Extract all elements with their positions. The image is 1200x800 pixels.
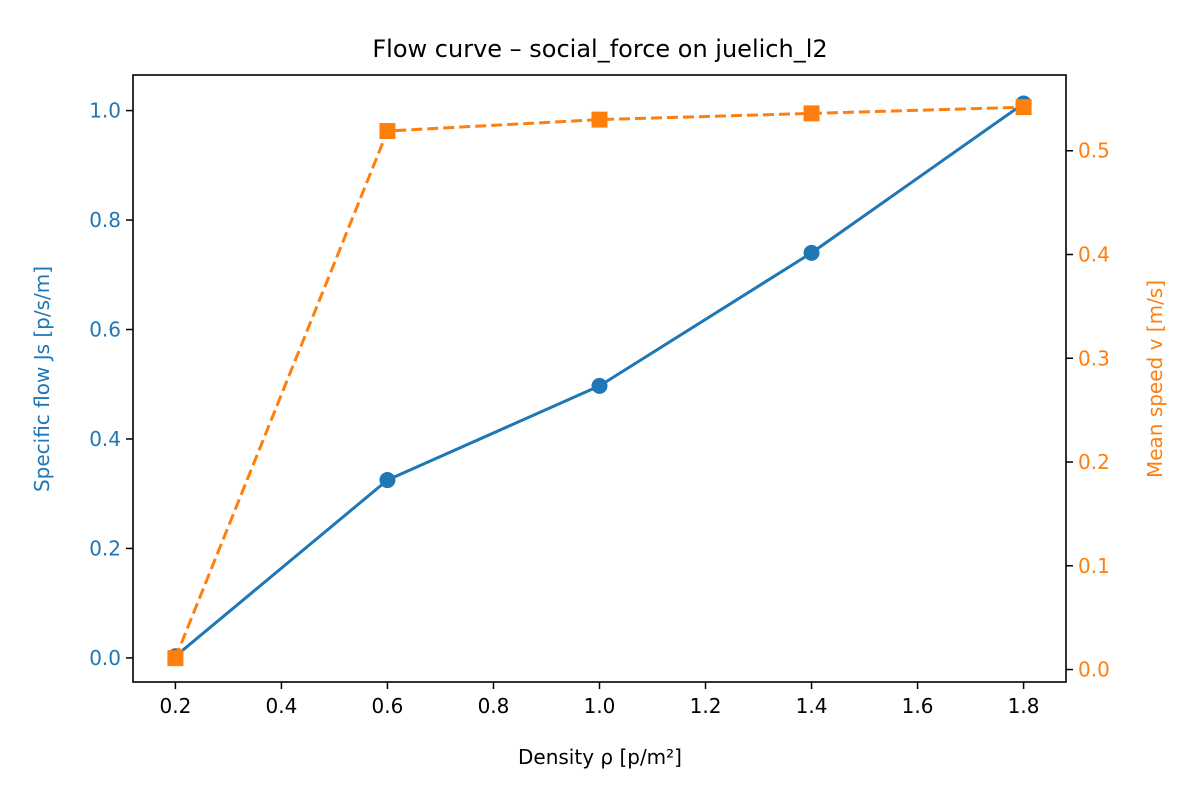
x-tick-label: 1.0: [584, 694, 616, 718]
y-axis-left-label: Specific flow Js [p/s/m]: [30, 266, 54, 492]
y-axis-right: 0.0 0.1 0.2 0.3 0.4 0.5: [1066, 139, 1110, 682]
x-tick-label: 1.6: [902, 694, 934, 718]
series-2-point: [379, 123, 396, 140]
x-tick-label: 0.4: [266, 694, 298, 718]
series-1-point: [591, 377, 608, 394]
x-tick-label: 0.8: [478, 694, 510, 718]
x-tick-label: 0.6: [372, 694, 404, 718]
series-2-point: [1015, 99, 1032, 116]
plot-area: [167, 95, 1032, 667]
y-left-tick-label: 0.8: [89, 208, 121, 232]
y-axis-right-label: Mean speed v [m/s]: [1143, 280, 1167, 478]
y-axis-left: 0.0 0.2 0.4 0.6 0.8 1.0: [89, 99, 133, 670]
y-left-tick-label: 0.0: [89, 646, 121, 670]
series-2-point: [591, 111, 608, 128]
x-tick-label: 1.2: [690, 694, 722, 718]
x-tick-label: 0.2: [160, 694, 192, 718]
x-axis-label: Density ρ [p/m²]: [518, 745, 682, 769]
y-right-tick-label: 0.1: [1078, 554, 1110, 578]
series-1-point: [803, 244, 820, 261]
chart-title: Flow curve – social_force on juelich_l2: [372, 35, 827, 63]
y-left-tick-label: 0.4: [89, 427, 121, 451]
x-tick-label: 1.8: [1008, 694, 1040, 718]
y-right-tick-label: 0.4: [1078, 243, 1110, 267]
y-right-tick-label: 0.2: [1078, 450, 1110, 474]
series-2-point: [167, 650, 184, 667]
x-tick-label: 1.4: [796, 694, 828, 718]
series-2-point: [803, 105, 820, 122]
y-right-tick-label: 0.0: [1078, 658, 1110, 682]
x-axis: 0.2 0.4 0.6 0.8 1.0 1.2 1.4 1.6 1.8: [160, 682, 1040, 718]
y-left-tick-label: 1.0: [89, 99, 121, 123]
y-right-tick-label: 0.5: [1078, 139, 1110, 163]
series-2-line: [174, 105, 1024, 659]
y-right-tick-label: 0.3: [1078, 346, 1110, 370]
y-left-tick-label: 0.2: [89, 536, 121, 560]
series-1-point: [379, 472, 396, 489]
y-left-tick-label: 0.6: [89, 318, 121, 342]
